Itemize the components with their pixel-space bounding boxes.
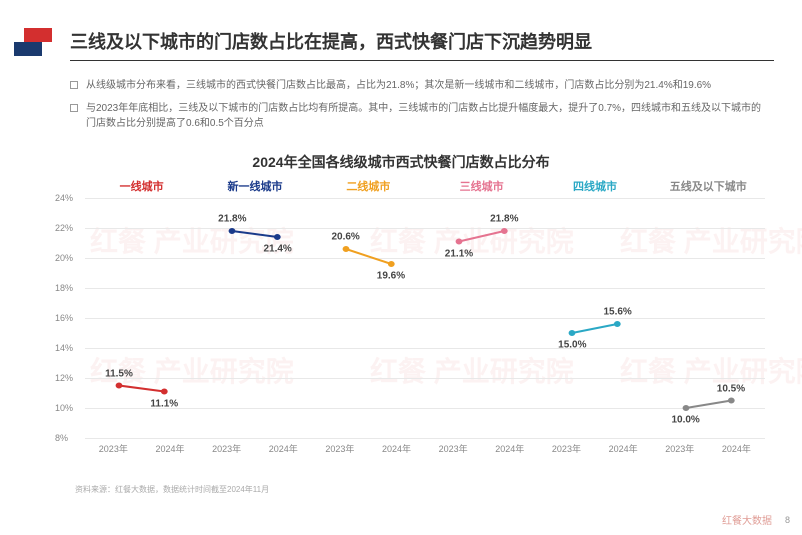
data-label: 15.0% [558, 340, 586, 351]
data-label: 10.0% [671, 415, 699, 426]
bullet-text: 与2023年年底相比，三线及以下城市的门店数占比均有所提高。其中，三线城市的门店… [86, 101, 762, 131]
chart-title: 2024年全国各线级城市西式快餐门店数占比分布 [0, 152, 802, 172]
chart-area: 一线城市新一线城市二线城市三线城市四线城市五线及以下城市 8%10%12%14%… [85, 178, 765, 468]
chart-panel: 11.5% 11.1% [85, 198, 198, 438]
chart-panel: 15.0% 15.6% [538, 198, 651, 438]
y-tick-label: 10% [55, 403, 73, 413]
x-label-pair: 2023年 2024年 [425, 442, 538, 455]
bullet-marker-icon [70, 104, 78, 112]
data-label: 11.5% [105, 368, 133, 379]
x-tick-label: 2024年 [155, 442, 184, 455]
header: 三线及以下城市的门店数占比在提高，西式快餐门店下沉趋势明显 [70, 28, 772, 61]
x-tick-label: 2024年 [382, 442, 411, 455]
x-tick-label: 2024年 [609, 442, 638, 455]
data-label: 10.5% [717, 383, 745, 394]
x-label-pair: 2023年 2024年 [538, 442, 651, 455]
y-tick-label: 14% [55, 343, 73, 353]
data-label: 11.1% [150, 398, 178, 409]
chart-panel: 10.0% 10.5% [652, 198, 765, 438]
y-tick-label: 16% [55, 313, 73, 323]
x-label-pair: 2023年 2024年 [85, 442, 198, 455]
accent-blue-block [14, 42, 42, 56]
footer-watermark: 红餐大数据 [722, 512, 772, 527]
chart-panel: 21.1% 21.8% [425, 198, 538, 438]
legend-item: 一线城市 [85, 178, 198, 198]
grid-line [85, 438, 765, 439]
x-tick-label: 2024年 [722, 442, 751, 455]
bullet-item: 从线级城市分布来看，三线城市的西式快餐门店数占比最高，占比为21.8%；其次是新… [70, 78, 762, 93]
y-tick-label: 24% [55, 193, 73, 203]
x-tick-label: 2023年 [99, 442, 128, 455]
x-label-pair: 2023年 2024年 [198, 442, 311, 455]
legend-item: 三线城市 [425, 178, 538, 198]
data-label: 15.6% [603, 307, 631, 318]
y-tick-label: 22% [55, 223, 73, 233]
accent-red-block [24, 28, 52, 42]
legend-item: 新一线城市 [198, 178, 311, 198]
x-tick-label: 2023年 [212, 442, 241, 455]
data-label: 20.6% [331, 232, 359, 243]
bullet-list: 从线级城市分布来看，三线城市的西式快餐门店数占比最高，占比为21.8%；其次是新… [70, 78, 762, 139]
x-axis-labels: 2023年 2024年 2023年 2024年 2023年 2024年 2023年 2024年… [85, 442, 765, 455]
data-label: 21.8% [490, 214, 518, 225]
x-tick-label: 2024年 [495, 442, 524, 455]
page-title: 三线及以下城市的门店数占比在提高，西式快餐门店下沉趋势明显 [70, 28, 772, 54]
x-label-pair: 2023年 2024年 [651, 442, 764, 455]
x-tick-label: 2023年 [439, 442, 468, 455]
y-tick-label: 12% [55, 373, 73, 383]
title-divider [70, 60, 774, 61]
bullet-text: 从线级城市分布来看，三线城市的西式快餐门店数占比最高，占比为21.8%；其次是新… [86, 78, 711, 93]
source-note: 资料来源：红餐大数据，数据统计时间截至2024年11月 [75, 484, 269, 495]
bullet-marker-icon [70, 81, 78, 89]
legend-item: 五线及以下城市 [652, 178, 765, 198]
y-tick-label: 8% [55, 433, 68, 443]
x-tick-label: 2023年 [325, 442, 354, 455]
legend-row: 一线城市新一线城市二线城市三线城市四线城市五线及以下城市 [85, 178, 765, 198]
plot: 8%10%12%14%16%18%20%22%24%11.5%11.1%21.8… [85, 198, 765, 438]
chart-panel: 20.6% 19.6% [312, 198, 425, 438]
x-tick-label: 2023年 [552, 442, 581, 455]
x-tick-label: 2023年 [665, 442, 694, 455]
x-tick-label: 2024年 [269, 442, 298, 455]
chart-panel: 21.8% 21.4% [198, 198, 311, 438]
bullet-item: 与2023年年底相比，三线及以下城市的门店数占比均有所提高。其中，三线城市的门店… [70, 101, 762, 131]
y-tick-label: 18% [55, 283, 73, 293]
data-label: 21.8% [218, 214, 246, 225]
y-tick-label: 20% [55, 253, 73, 263]
legend-item: 四线城市 [538, 178, 651, 198]
legend-item: 二线城市 [312, 178, 425, 198]
page-number: 8 [785, 515, 790, 525]
data-label: 21.1% [445, 248, 473, 259]
data-label: 19.6% [377, 271, 405, 282]
x-label-pair: 2023年 2024年 [312, 442, 425, 455]
data-label: 21.4% [263, 244, 291, 255]
